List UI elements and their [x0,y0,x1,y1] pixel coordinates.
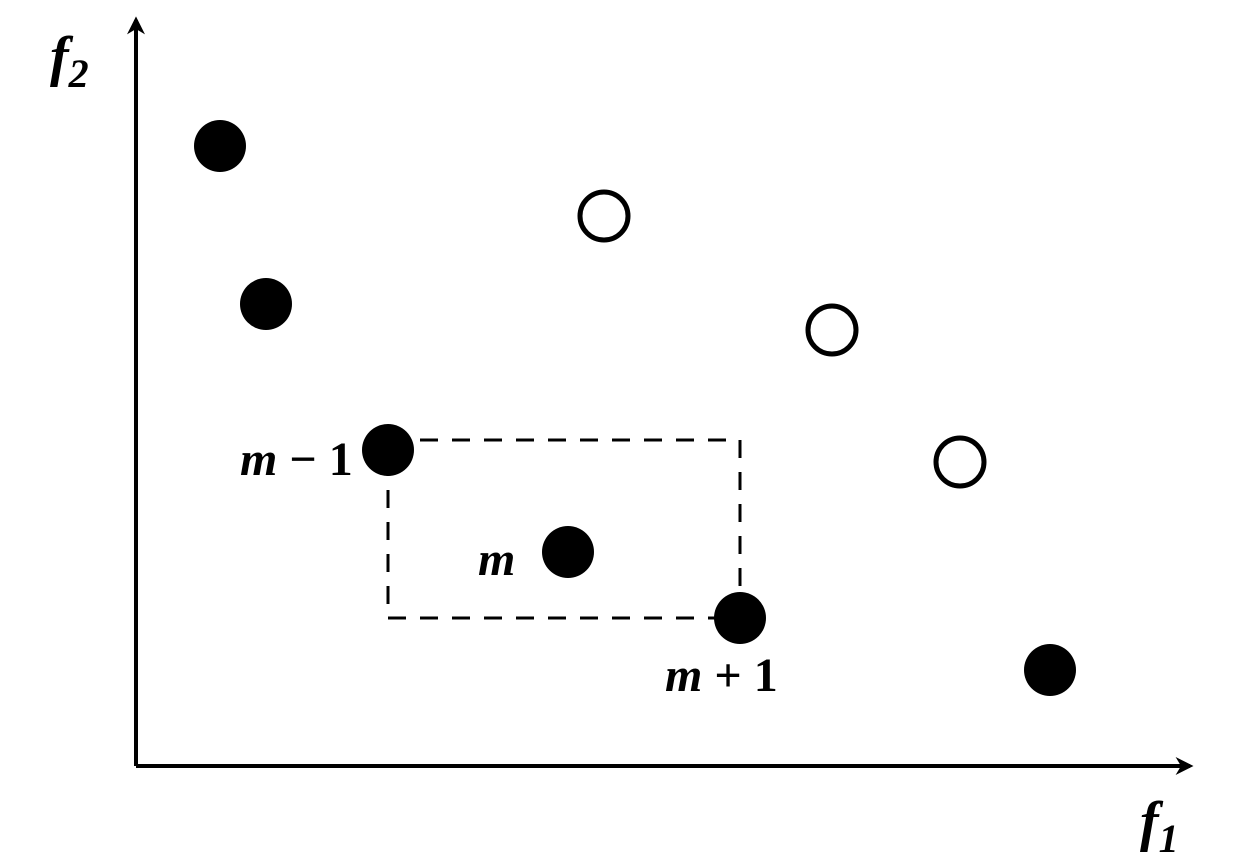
y-axis-label-sub: 2 [69,51,89,96]
y-axis-label: f2 [50,25,89,97]
label-m-minus-1: m − 1 [240,432,353,487]
label-m-plus-1-m: m [665,649,702,702]
diagram-svg [0,0,1240,858]
label-m-minus-1-op: − [289,433,316,486]
x-axis-label-main: f [1140,791,1159,853]
label-m-plus-1: m + 1 [665,648,778,703]
pareto-diagram: f2 f1 m − 1 m m + 1 [0,0,1240,858]
x-axis-label-sub: 1 [1159,816,1179,861]
label-m-minus-1-m: m [240,433,277,486]
label-m-plus-1-num: 1 [754,649,778,702]
label-m-minus-1-num: 1 [329,433,353,486]
x-axis-label: f1 [1140,790,1179,862]
label-m-plus-1-op: + [714,649,741,702]
label-m: m [478,532,515,587]
y-axis-label-main: f [50,26,69,88]
label-m-m: m [478,533,515,586]
